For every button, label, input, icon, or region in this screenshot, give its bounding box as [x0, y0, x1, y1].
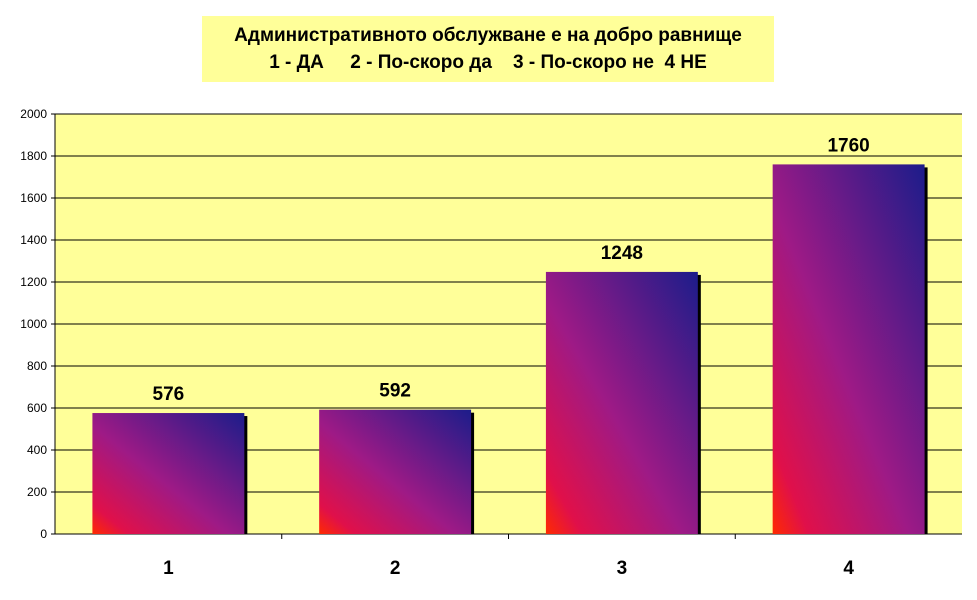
y-tick-label: 0: [40, 527, 47, 541]
data-label: 1760: [827, 135, 869, 156]
data-label: 576: [153, 384, 185, 405]
bar: [772, 164, 925, 534]
y-tick-label: 400: [27, 443, 47, 457]
bar: [319, 409, 472, 534]
data-label: 592: [379, 381, 411, 402]
y-tick-label: 1000: [20, 317, 47, 331]
x-tick-label: 1: [163, 558, 174, 579]
x-tick-label: 4: [843, 558, 854, 579]
y-tick-label: 1400: [20, 233, 47, 247]
x-tick-label: 2: [390, 558, 401, 579]
y-tick-label: 1200: [20, 275, 47, 289]
x-tick-label: 3: [617, 558, 628, 579]
y-tick-label: 2000: [20, 107, 47, 121]
y-tick-label: 1800: [20, 149, 47, 163]
bar: [92, 413, 245, 534]
y-tick-label: 600: [27, 401, 47, 415]
bar: [545, 271, 698, 534]
y-tick-label: 200: [27, 485, 47, 499]
y-tick-label: 800: [27, 359, 47, 373]
chart-title: Административното обслужване е на добро …: [234, 25, 742, 46]
y-tick-label: 1600: [20, 191, 47, 205]
data-label: 1248: [601, 243, 643, 264]
chart-title-box: Административното обслужване е на добро …: [202, 16, 774, 82]
chart-subtitle: 1 - ДА 2 - По-скоро да 3 - По-скоро не 4…: [269, 52, 707, 73]
